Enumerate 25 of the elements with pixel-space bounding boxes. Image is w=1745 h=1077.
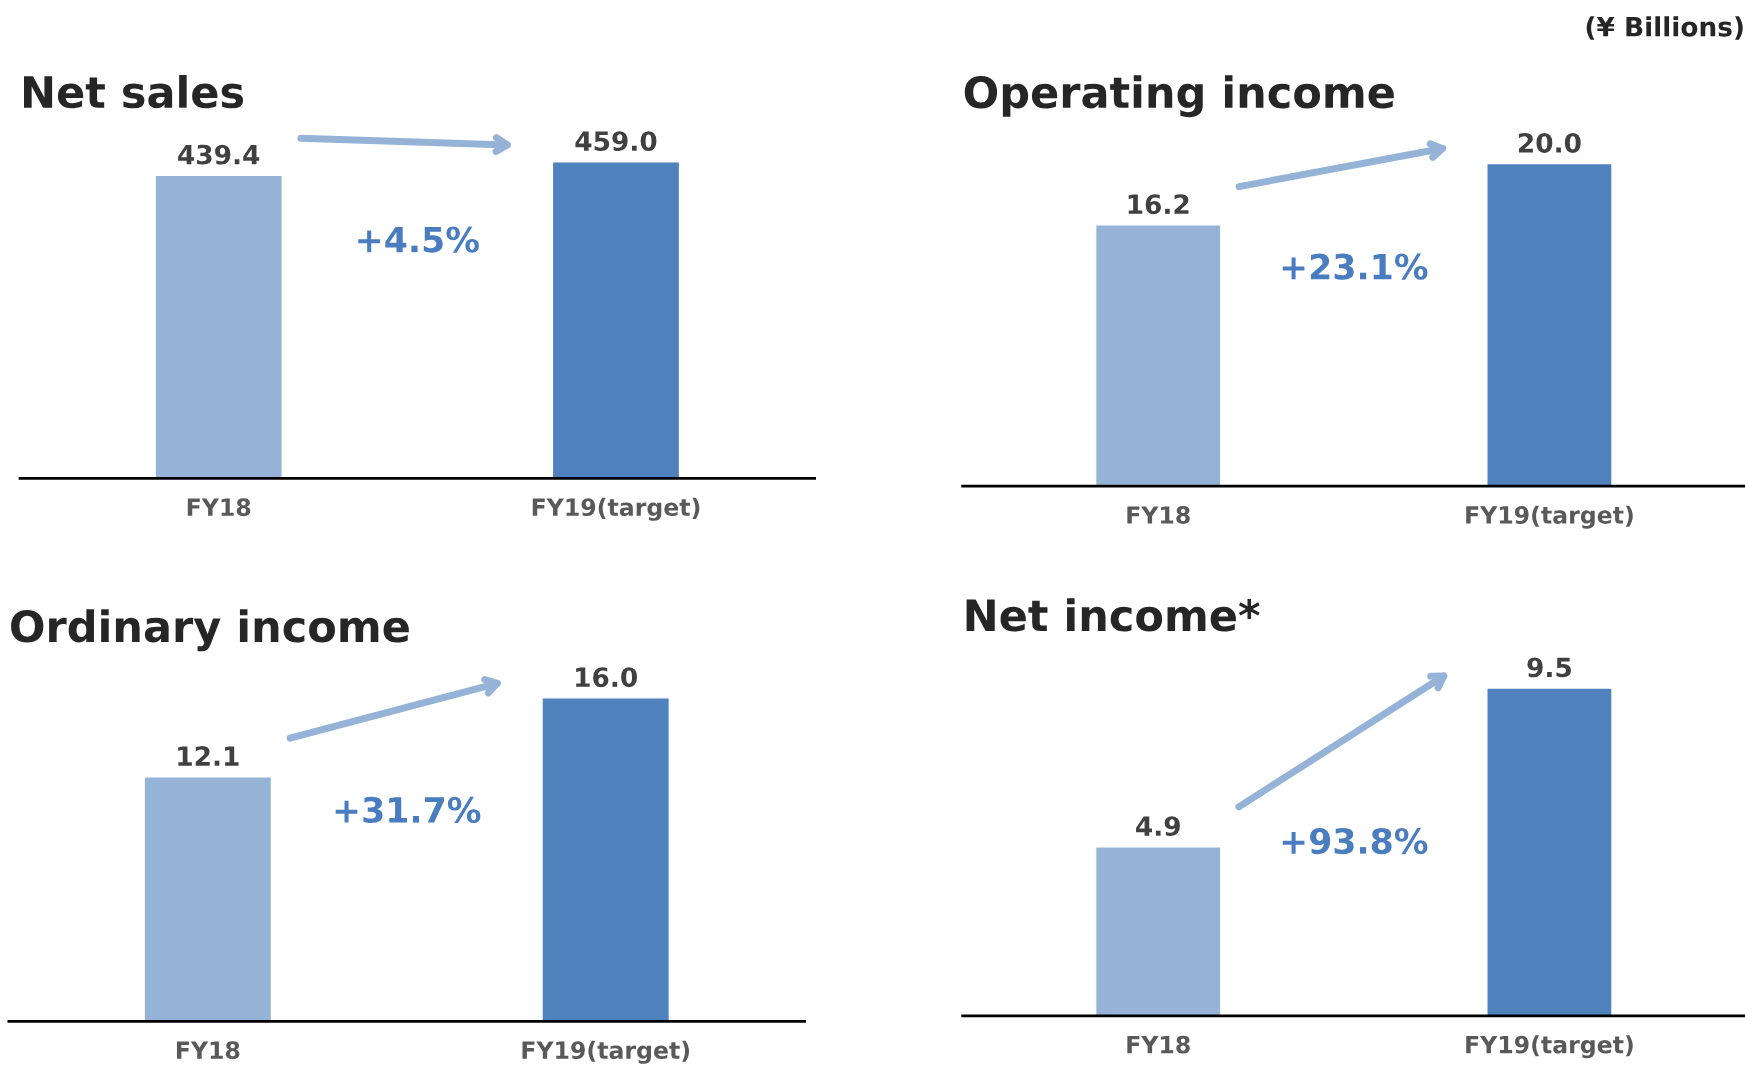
chart-title: Net income*	[966, 598, 1260, 632]
x-tick-label: FY19(target)	[1466, 1035, 1633, 1059]
text: (¥ Billions)	[1586, 16, 1743, 40]
x-tick-label: FY18	[176, 1041, 240, 1060]
data-label: 439.4	[178, 144, 260, 165]
x-tick-label: FY19(target)	[1466, 505, 1633, 529]
chart-title: Ordinary income	[11, 609, 409, 652]
data-label: 16.0	[576, 667, 637, 688]
data-label: 16.2	[1128, 194, 1189, 215]
data-label: 4.9	[1136, 816, 1180, 837]
chart-title: Net sales	[23, 74, 244, 109]
annotation: +23.1%	[1282, 253, 1428, 280]
chart-title: Operating income	[964, 75, 1394, 118]
data-label: 459.0	[575, 131, 657, 152]
annotation: +4.5%	[358, 226, 479, 253]
x-tick-label: FY18	[187, 498, 251, 517]
data-label: 12.1	[178, 746, 239, 766]
annotation: +93.8%	[1282, 827, 1428, 855]
x-tick-label: FY19(target)	[522, 1040, 690, 1064]
annotation: +31.7%	[335, 796, 481, 824]
x-tick-label: FY18	[1127, 1035, 1190, 1054]
x-tick-label: FY18	[1127, 506, 1190, 524]
x-tick-label: FY19(target)	[532, 497, 700, 521]
data-label: 20.0	[1518, 132, 1581, 153]
data-label: 9.5	[1527, 657, 1571, 678]
